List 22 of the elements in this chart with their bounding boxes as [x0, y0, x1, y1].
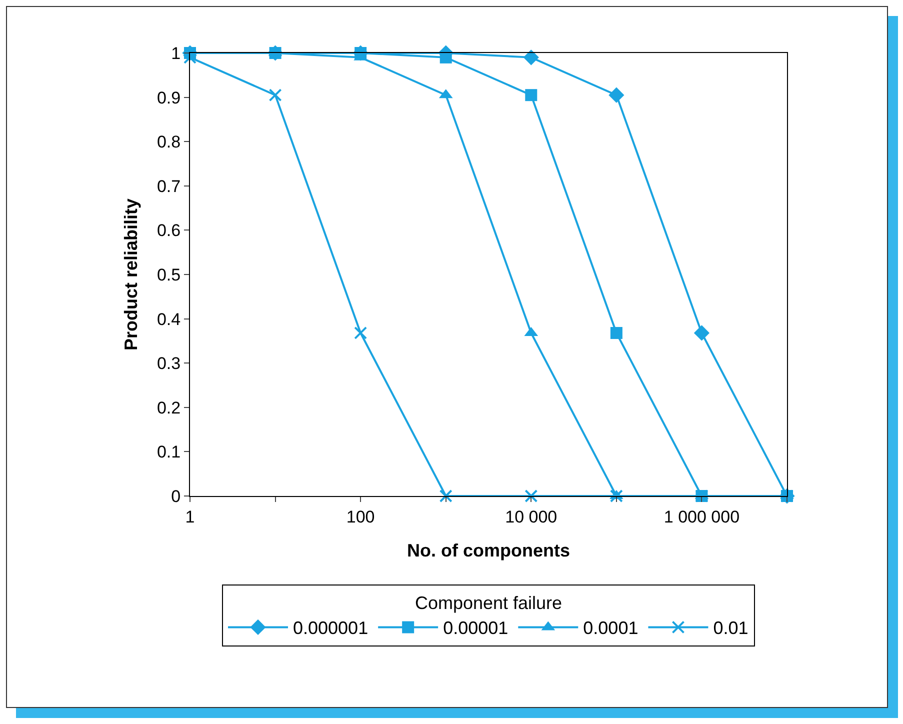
y-tick-label: 0.2: [156, 398, 181, 418]
y-tick-label: 0.1: [156, 442, 181, 462]
y-tick-label: 0.5: [156, 265, 181, 284]
y-tick-label: 0.9: [156, 88, 181, 108]
y-tick-label: 0.7: [156, 176, 181, 196]
x-tick-label: 100: [346, 507, 375, 526]
legend-title: Component failure: [414, 593, 562, 613]
y-tick-label: 0.6: [156, 221, 181, 240]
y-tick-label: 1: [171, 44, 181, 63]
y-axis-title: Product reliability: [121, 198, 142, 351]
legend-label: 0.0001: [583, 618, 638, 638]
legend-label: 0.01: [713, 618, 748, 638]
x-tick-label: 1 000 000: [664, 507, 740, 526]
x-tick-label: 1: [185, 507, 195, 526]
y-tick-label: 0.3: [156, 354, 181, 374]
x-tick-label: 10 000: [505, 507, 558, 526]
x-axis-title: No. of components: [407, 540, 570, 560]
y-tick-label: 0.4: [156, 310, 181, 329]
legend-label: 0.00001: [443, 618, 508, 638]
legend-label: 0.000001: [293, 618, 368, 638]
y-tick-label: 0.8: [156, 132, 181, 152]
y-tick-label: 0: [171, 486, 181, 506]
